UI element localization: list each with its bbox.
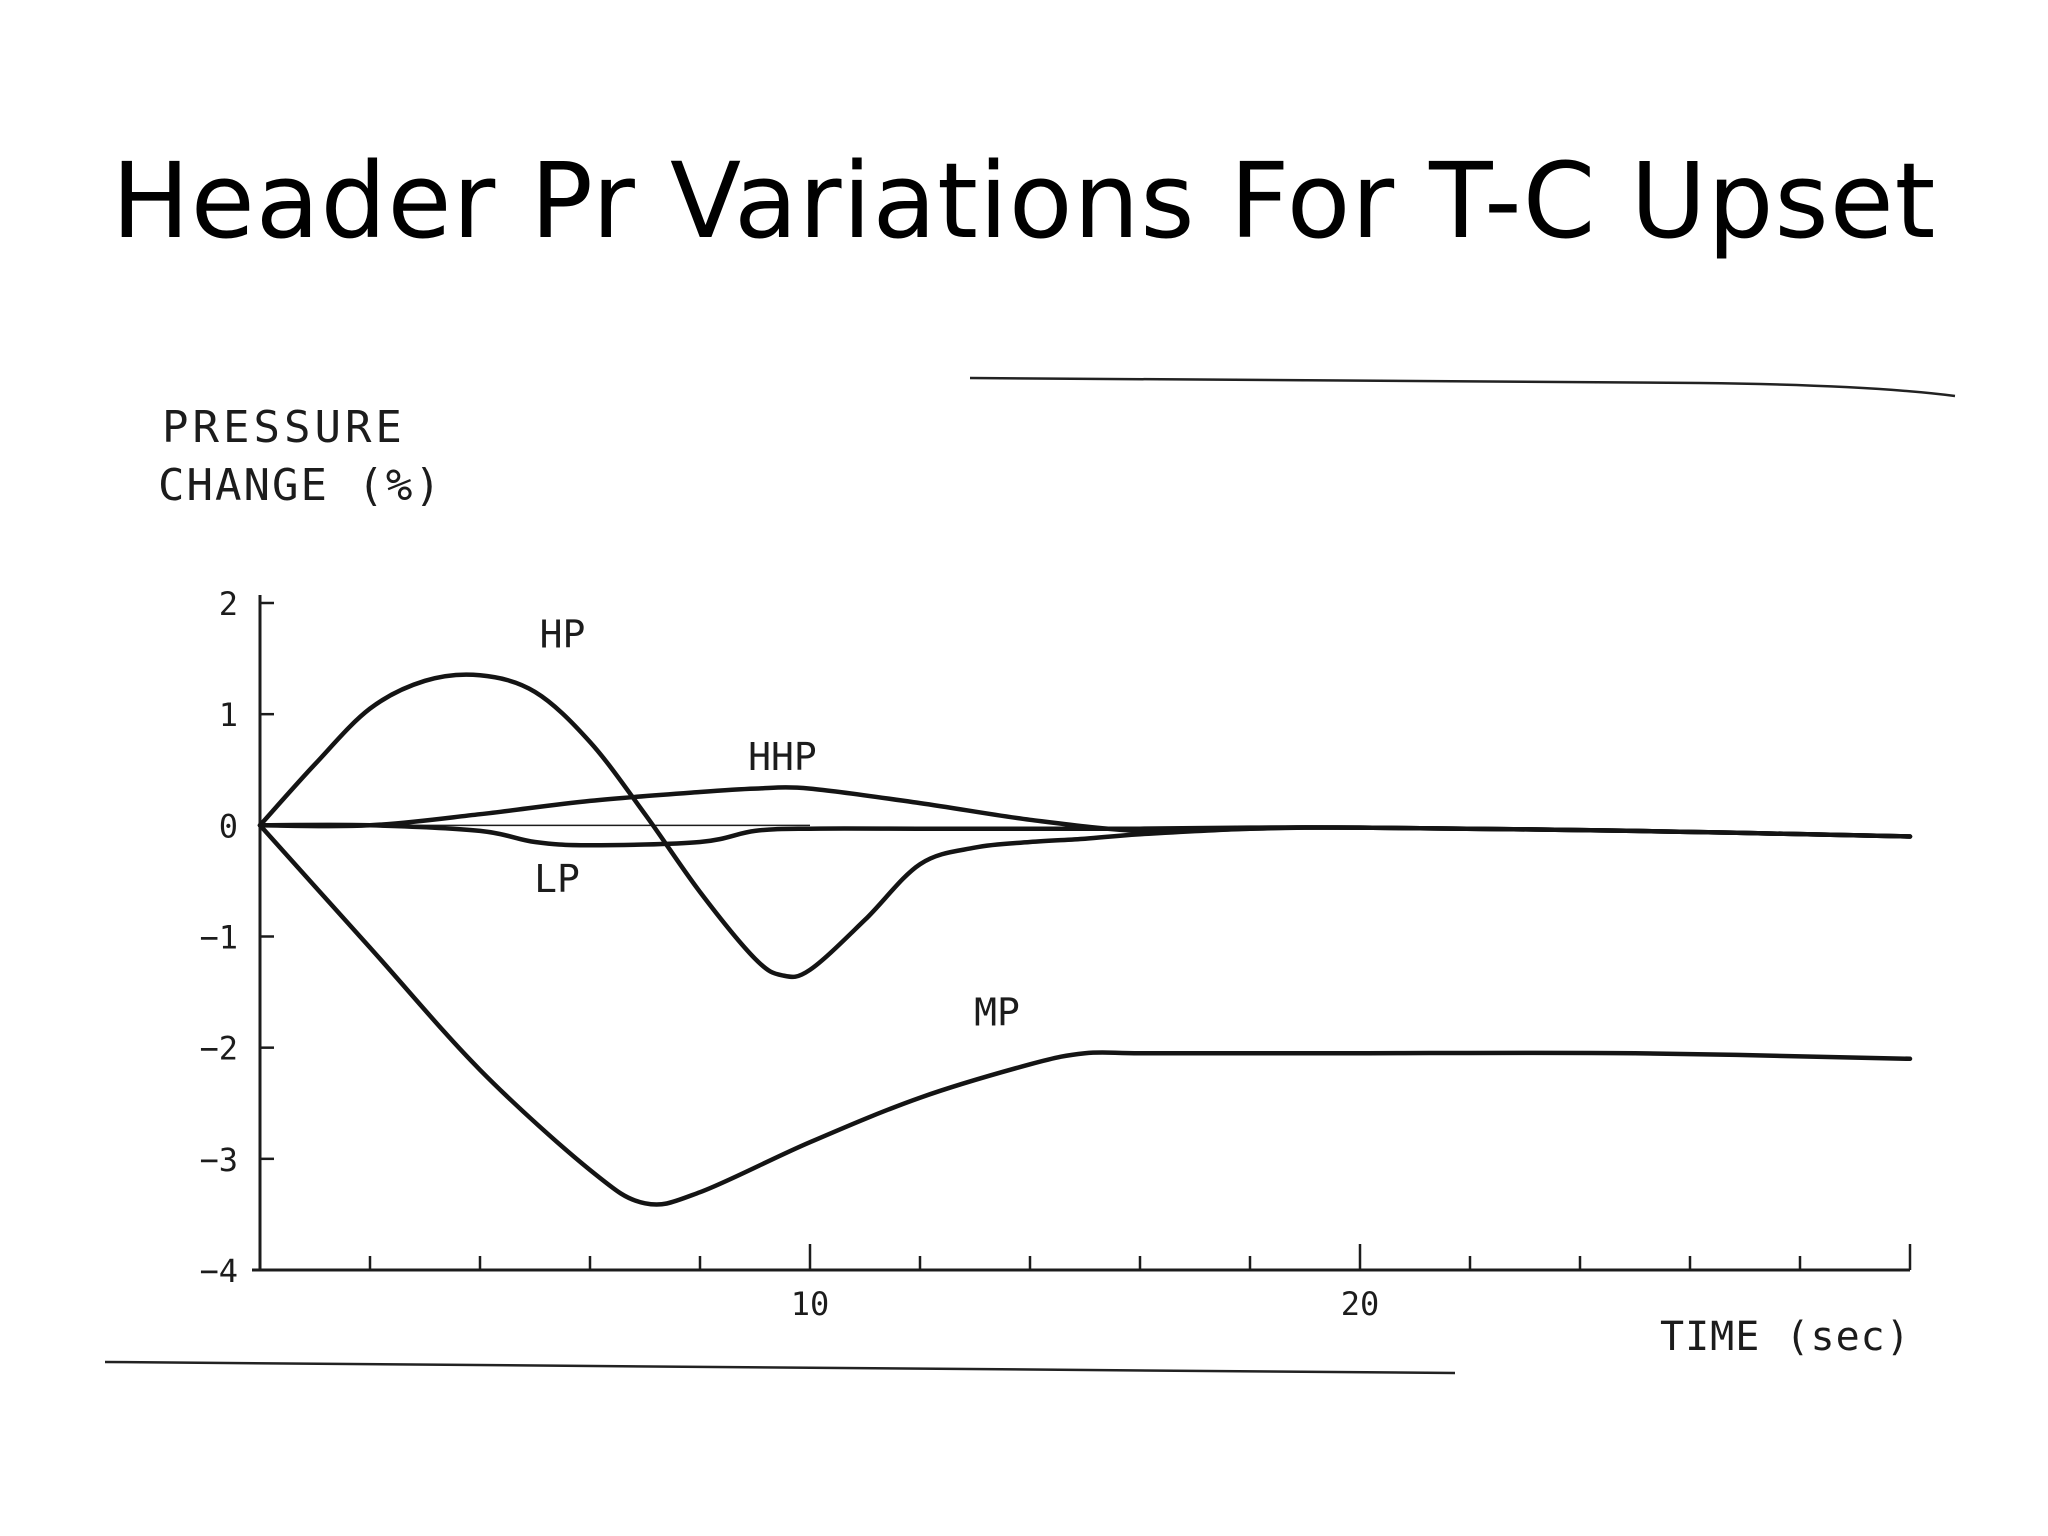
series-labels: HP HHP LP MP [534,612,1020,1034]
series-label-hp: HP [540,612,586,656]
y-tick-label: 2 [219,585,238,623]
series-layer [257,672,1913,1207]
y-axis-title-line1: PRESSURE [162,402,406,453]
series-label-lp: LP [534,857,580,901]
slide-title: Header Pr Variations For T-C Upset [111,140,1937,262]
y-tick-label: −4 [199,1252,238,1290]
scan-border-bottom [104,1360,1456,1375]
series-line-lp [257,822,1913,848]
y-tick-label: −1 [199,919,238,957]
x-tick-label: 20 [1341,1285,1380,1323]
x-axis-title: TIME (sec) [1660,1314,1911,1360]
y-tick-label: 0 [219,807,238,845]
y-tick-label: −3 [199,1141,238,1179]
series-line-mp [257,823,1913,1207]
scan-border-top [969,376,1956,398]
series-label-mp: MP [974,990,1020,1034]
axes: 210−1−2−3−410 20 [199,585,1912,1323]
y-tick-label: −2 [199,1030,238,1068]
y-tick-label: 1 [219,696,238,734]
series-label-hhp: HHP [748,735,817,779]
x-tick-label: 10 [791,1285,830,1323]
y-axis-title-line2: CHANGE (%) [158,460,443,511]
